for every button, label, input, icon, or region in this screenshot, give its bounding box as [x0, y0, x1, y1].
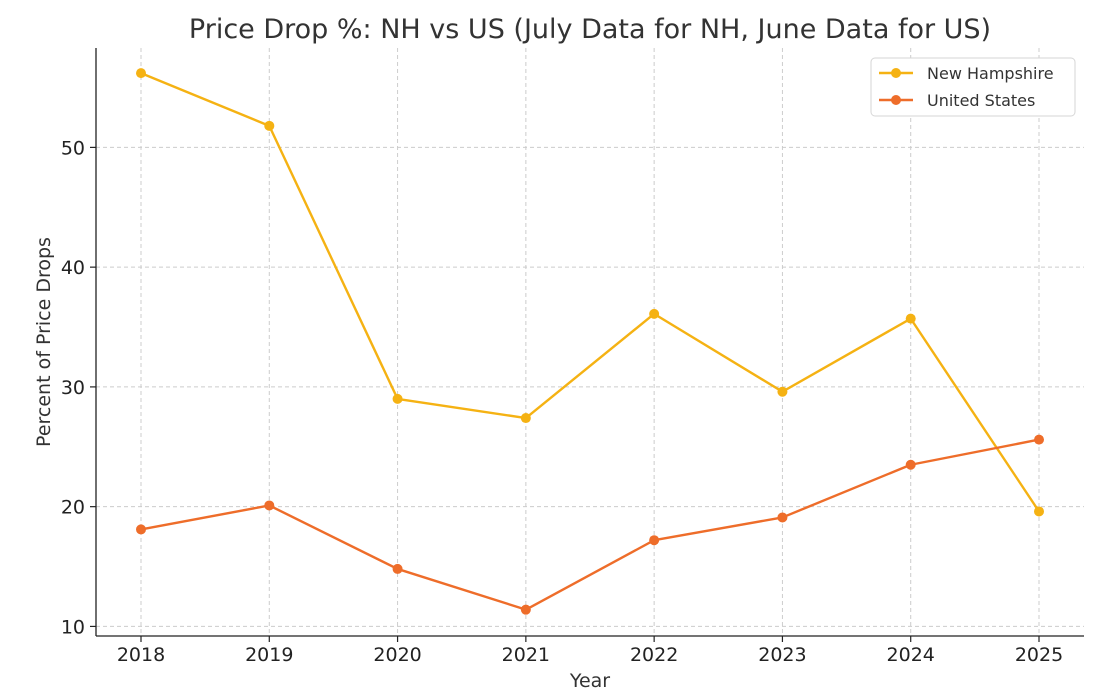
data-point-united-states-2022 — [649, 535, 660, 546]
data-point-united-states-2020 — [392, 563, 403, 574]
y-tick-label-40: 40 — [61, 257, 85, 279]
data-point-united-states-2021 — [520, 604, 531, 615]
series-new-hampshire — [136, 68, 1044, 517]
x-tick-label-2020: 2020 — [373, 644, 421, 666]
x-axis-label: Year — [569, 670, 610, 692]
legend-label-united-states: United States — [927, 91, 1035, 110]
y-tick-label-50: 50 — [61, 137, 85, 159]
series-layer — [136, 68, 1044, 615]
x-tick-label-2021: 2021 — [502, 644, 550, 666]
legend: New Hampshire United States — [870, 57, 1076, 117]
x-tick-label-2024: 2024 — [887, 644, 935, 666]
x-tick-label-2022: 2022 — [630, 644, 678, 666]
x-axis-ticks: 2018 2019 2020 2021 2022 2023 2024 2025 — [117, 636, 1063, 666]
x-tick-label-2018: 2018 — [117, 644, 165, 666]
data-point-new-hampshire-2021 — [520, 413, 531, 424]
series-line-new-hampshire — [139, 71, 1041, 513]
y-tick-label-30: 30 — [61, 377, 85, 399]
data-point-united-states-2023 — [777, 512, 788, 523]
y-tick-label-20: 20 — [61, 497, 85, 519]
grid — [96, 48, 1084, 636]
legend-swatch-marker-new-hampshire — [891, 68, 901, 78]
series-united-states — [136, 434, 1044, 615]
data-point-new-hampshire-2020 — [392, 393, 403, 404]
data-point-new-hampshire-2022 — [649, 308, 660, 319]
legend-box — [870, 57, 1076, 117]
x-tick-label-2019: 2019 — [245, 644, 293, 666]
y-tick-label-10: 10 — [61, 616, 85, 638]
y-axis-ticks: 10 20 30 40 50 — [61, 137, 96, 638]
legend-swatch-marker-united-states — [891, 95, 901, 105]
data-point-new-hampshire-2019 — [264, 120, 275, 131]
x-tick-label-2025: 2025 — [1015, 644, 1063, 666]
data-point-new-hampshire-2023 — [777, 386, 788, 397]
data-point-united-states-2018 — [136, 524, 146, 535]
data-point-united-states-2019 — [264, 500, 275, 511]
legend-entries: New Hampshire United States — [879, 64, 1054, 110]
data-point-united-states-2024 — [905, 459, 916, 470]
data-point-new-hampshire-2018 — [136, 68, 146, 79]
series-line-united-states — [139, 438, 1041, 611]
data-point-new-hampshire-2025 — [1034, 506, 1044, 517]
x-tick-label-2023: 2023 — [758, 644, 806, 666]
y-axis-label: Percent of Price Drops — [33, 237, 55, 447]
chart-title: Price Drop %: NH vs US (July Data for NH… — [189, 14, 991, 45]
legend-label-new-hampshire: New Hampshire — [927, 64, 1054, 83]
data-point-new-hampshire-2024 — [905, 313, 916, 324]
data-point-united-states-2025 — [1034, 434, 1044, 445]
